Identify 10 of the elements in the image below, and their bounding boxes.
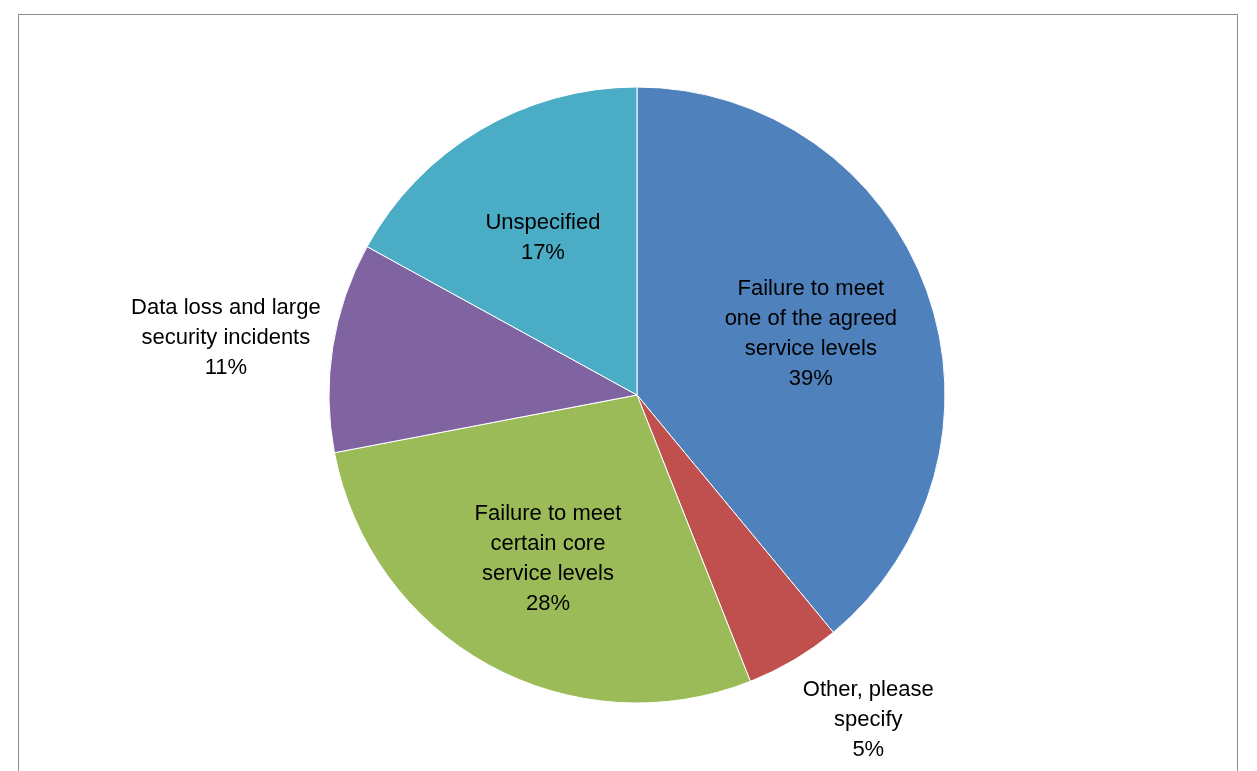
data-label: 39% bbox=[788, 364, 833, 390]
slice-label: Data loss and large security incidents bbox=[131, 293, 321, 349]
slice-label: Unspecified bbox=[485, 208, 601, 234]
data-label: 5% bbox=[852, 735, 885, 761]
data-label: 28% bbox=[525, 589, 570, 615]
slice-label: Failure to meet one of the agreed service levels bbox=[724, 274, 898, 360]
slice-label: Other, please specify bbox=[802, 675, 934, 731]
data-label: 11% bbox=[204, 353, 248, 379]
data-label: 17% bbox=[520, 238, 565, 264]
slice-label: Failure to meet certain core service levels bbox=[474, 499, 622, 585]
